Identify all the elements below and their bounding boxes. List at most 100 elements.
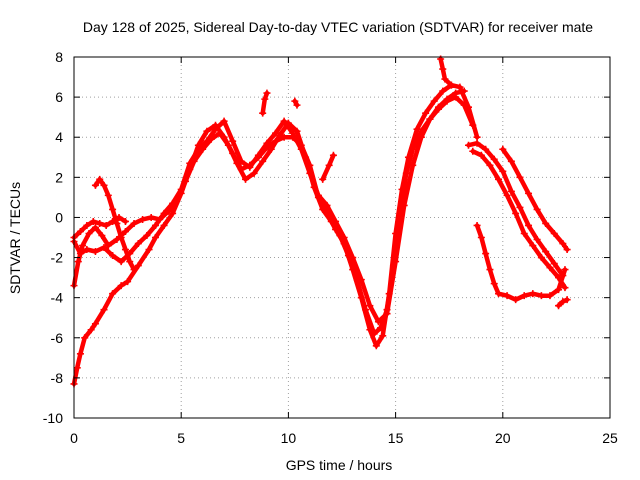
data-point [109, 217, 117, 225]
data-point [194, 145, 202, 153]
data-point [113, 236, 121, 244]
series-sat-track-6 [259, 89, 271, 117]
data-point [115, 213, 123, 221]
data-point [512, 296, 520, 304]
data-point [323, 201, 331, 209]
data-point [456, 83, 464, 91]
data-point [216, 129, 224, 137]
data-point [73, 364, 81, 372]
data-point [443, 95, 451, 103]
data-point [413, 125, 421, 133]
data-point [134, 240, 142, 248]
series-sat-track-9 [437, 55, 455, 89]
data-point [203, 137, 211, 145]
y-tick-label: 2 [55, 169, 63, 185]
data-point [507, 157, 515, 165]
data-point [319, 175, 327, 183]
data-point [550, 229, 558, 237]
data-point [542, 219, 550, 227]
data-point [529, 242, 537, 250]
series-sat-track-3 [70, 87, 468, 326]
x-tick-label: 5 [177, 430, 185, 446]
series-sat-track-7 [291, 97, 301, 109]
data-point [555, 286, 563, 294]
data-point [392, 258, 400, 266]
data-point [477, 151, 485, 159]
data-point [96, 175, 104, 183]
data-point [516, 203, 524, 211]
data-point [297, 145, 305, 153]
data-point [203, 127, 211, 135]
data-point [561, 266, 569, 274]
data-point [306, 169, 314, 177]
data-point [233, 159, 241, 167]
y-tick-label: -10 [43, 410, 63, 426]
data-point [250, 169, 258, 177]
data-point [100, 181, 108, 189]
series-sat-track-10 [464, 139, 567, 280]
data-point [460, 87, 468, 95]
data-point [104, 191, 112, 199]
data-point [370, 330, 378, 338]
data-point [434, 103, 442, 111]
data-point [85, 229, 93, 237]
data-point [542, 248, 550, 256]
x-tick-label: 25 [602, 430, 618, 446]
data-point [332, 217, 340, 225]
data-point [126, 258, 134, 266]
data-point [139, 215, 147, 223]
data-point [280, 133, 288, 141]
data-point [121, 246, 129, 254]
data-point [482, 250, 490, 258]
data-point [499, 145, 507, 153]
data-point [452, 89, 460, 97]
data-point [242, 175, 250, 183]
data-point [117, 282, 125, 290]
data-point [383, 310, 391, 318]
y-tick-label: 0 [55, 209, 63, 225]
data-point [447, 81, 455, 89]
data-point [529, 290, 537, 298]
data-point [104, 242, 112, 250]
data-point [499, 167, 507, 175]
data-point [109, 290, 117, 298]
data-point [430, 97, 438, 105]
grid [74, 57, 610, 418]
data-point [469, 121, 477, 129]
data-point [537, 292, 545, 300]
data-point [503, 191, 511, 199]
data-point [325, 161, 333, 169]
data-point [212, 125, 220, 133]
data-point [533, 236, 541, 244]
data-point [555, 302, 563, 310]
data-point [147, 213, 155, 221]
data-point [495, 175, 503, 183]
x-tick-label: 10 [281, 430, 297, 446]
data-point [259, 109, 267, 117]
data-point [372, 342, 380, 350]
data-point [366, 302, 374, 310]
data-point [130, 266, 138, 274]
data-point [379, 332, 387, 340]
data-point [422, 109, 430, 117]
data-point [186, 159, 194, 167]
data-point [169, 209, 177, 217]
data-point [512, 209, 520, 217]
data-point [550, 260, 558, 268]
data-point [477, 234, 485, 241]
data-point [263, 89, 271, 97]
data-point [486, 161, 494, 169]
data-point [151, 234, 159, 241]
x-axis-label: GPS time / hours [286, 457, 393, 473]
data-point [503, 292, 511, 300]
data-point [124, 278, 132, 286]
data-point [400, 201, 408, 209]
data-point [117, 258, 125, 266]
data-point [100, 244, 108, 252]
data-point [357, 276, 365, 284]
data-point [76, 250, 84, 258]
data-point [246, 163, 254, 171]
data-point [426, 115, 434, 123]
data-point [469, 147, 477, 155]
